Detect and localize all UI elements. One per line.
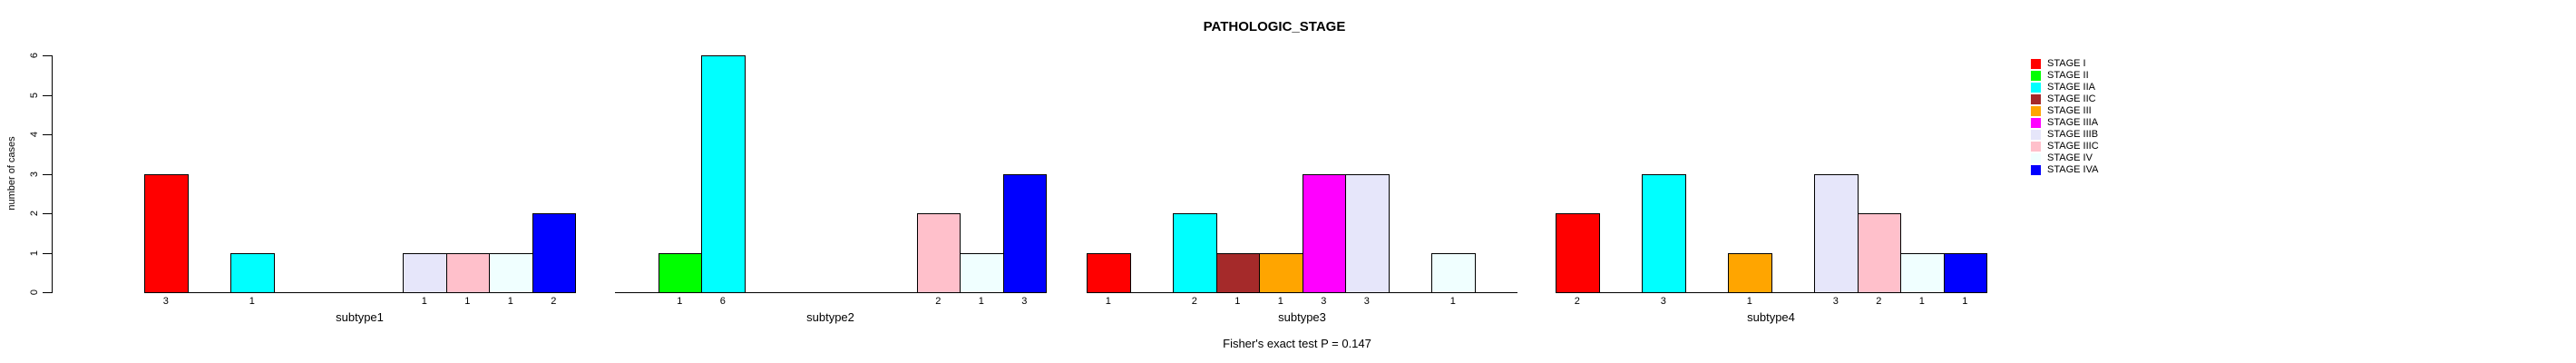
legend-label: STAGE IIIC xyxy=(2047,141,2099,152)
bar-count-label: 1 xyxy=(978,296,984,307)
legend-label: STAGE IVA xyxy=(2047,164,2099,175)
bar-subtype4-stage-iii xyxy=(1728,252,1772,293)
bar-count-label: 2 xyxy=(1574,296,1580,307)
group-label-subtype4: subtype4 xyxy=(1747,310,1795,324)
y-tick xyxy=(43,173,52,175)
bar-count-label: 1 xyxy=(677,296,683,307)
y-tick-label: 6 xyxy=(29,52,40,59)
bar-subtype1-stage-iv xyxy=(489,252,533,293)
y-tick-label: 0 xyxy=(29,289,40,296)
bar-count-label: 1 xyxy=(1746,296,1752,307)
legend-label: STAGE IIC xyxy=(2047,93,2096,104)
y-tick-label: 4 xyxy=(29,131,40,138)
legend-label: STAGE II xyxy=(2047,70,2089,81)
bar-subtype2-stage-iiic xyxy=(916,213,961,293)
y-tick xyxy=(43,55,52,56)
bar-subtype3-stage-iv xyxy=(1431,252,1476,293)
y-tick xyxy=(43,134,52,135)
bar-subtype3-stage-i xyxy=(1087,252,1131,293)
group-baseline xyxy=(615,292,1046,293)
legend-label: STAGE IIIB xyxy=(2047,129,2099,140)
bar-count-label: 2 xyxy=(935,296,942,307)
bar-subtype4-stage-iva xyxy=(1943,252,1987,293)
bar-count-label: 1 xyxy=(421,296,427,307)
y-tick-label: 1 xyxy=(29,250,40,256)
bar-count-label: 2 xyxy=(1191,296,1197,307)
bar-count-label: 3 xyxy=(162,296,169,307)
bar-count-label: 3 xyxy=(1660,296,1666,307)
chart-title: PATHOLOGIC_STAGE xyxy=(1203,19,1346,34)
bar-count-label: 2 xyxy=(1876,296,1882,307)
legend-swatch-stage-iiic xyxy=(2031,142,2041,152)
bar-subtype3-stage-iiia xyxy=(1302,173,1346,293)
bar-count-label: 6 xyxy=(719,296,726,307)
group-label-subtype2: subtype2 xyxy=(806,310,854,324)
bar-count-label: 1 xyxy=(1449,296,1456,307)
bar-count-label: 1 xyxy=(464,296,471,307)
bar-subtype1-stage-iiic xyxy=(445,252,490,293)
bar-count-label: 1 xyxy=(1918,296,1925,307)
bar-count-label: 3 xyxy=(1021,296,1028,307)
bar-count-label: 1 xyxy=(1234,296,1241,307)
y-axis-label: number of cases xyxy=(6,136,17,211)
y-tick xyxy=(43,213,52,214)
bar-subtype3-stage-iiib xyxy=(1345,173,1390,293)
bar-count-label: 2 xyxy=(551,296,557,307)
legend-swatch-stage-iic xyxy=(2031,94,2041,104)
fisher-test-annotation: Fisher's exact test P = 0.147 xyxy=(1223,337,1371,350)
bar-count-label: 3 xyxy=(1363,296,1370,307)
bar-count-label: 1 xyxy=(1962,296,1968,307)
bar-subtype3-stage-iii xyxy=(1259,252,1303,293)
bar-subtype4-stage-iv xyxy=(1900,252,1945,293)
legend-swatch-stage-ii xyxy=(2031,71,2041,81)
bar-subtype1-stage-iiib xyxy=(403,252,447,293)
bar-count-label: 1 xyxy=(1277,296,1283,307)
y-tick-label: 3 xyxy=(29,171,40,177)
legend-swatch-stage-iia xyxy=(2031,83,2041,93)
bar-subtype2-stage-ii xyxy=(658,252,702,293)
legend-label: STAGE IIA xyxy=(2047,82,2095,93)
legend-label: STAGE IIIA xyxy=(2047,117,2099,128)
bar-subtype1-stage-iva xyxy=(532,213,576,293)
bar-count-label: 3 xyxy=(1321,296,1327,307)
bar-count-label: 1 xyxy=(507,296,513,307)
y-axis-line xyxy=(52,55,53,293)
bar-subtype4-stage-iiib xyxy=(1814,173,1859,293)
bar-subtype1-stage-i xyxy=(144,173,189,293)
group-baseline xyxy=(144,292,575,293)
bar-subtype4-stage-iiic xyxy=(1857,213,1901,293)
legend-swatch-stage-iva xyxy=(2031,165,2041,175)
legend-swatch-stage-iv xyxy=(2031,153,2041,163)
group-label-subtype1: subtype1 xyxy=(336,310,384,324)
bar-subtype4-stage-i xyxy=(1556,213,1600,293)
legend-label: STAGE I xyxy=(2047,58,2086,69)
bar-subtype1-stage-iia xyxy=(230,252,275,293)
y-tick-label: 5 xyxy=(29,92,40,98)
bar-subtype4-stage-iia xyxy=(1642,173,1686,293)
y-tick xyxy=(43,252,52,254)
bar-subtype3-stage-iia xyxy=(1173,213,1217,293)
y-tick xyxy=(43,94,52,96)
bar-subtype2-stage-iv xyxy=(960,252,1004,293)
legend-swatch-stage-iiia xyxy=(2031,118,2041,128)
bar-subtype2-stage-iva xyxy=(1002,173,1047,293)
legend-label: STAGE III xyxy=(2047,105,2092,116)
y-tick xyxy=(43,292,52,293)
legend-label: STAGE IV xyxy=(2047,152,2093,163)
group-label-subtype3: subtype3 xyxy=(1278,310,1326,324)
bar-subtype2-stage-iia xyxy=(701,55,746,293)
bar-count-label: 1 xyxy=(249,296,255,307)
y-tick-label: 2 xyxy=(29,210,40,217)
bar-subtype3-stage-iic xyxy=(1215,252,1260,293)
bar-count-label: 1 xyxy=(1105,296,1111,307)
legend-swatch-stage-iiib xyxy=(2031,130,2041,140)
bar-count-label: 3 xyxy=(1832,296,1839,307)
legend-swatch-stage-iii xyxy=(2031,106,2041,116)
legend-swatch-stage-i xyxy=(2031,59,2041,69)
